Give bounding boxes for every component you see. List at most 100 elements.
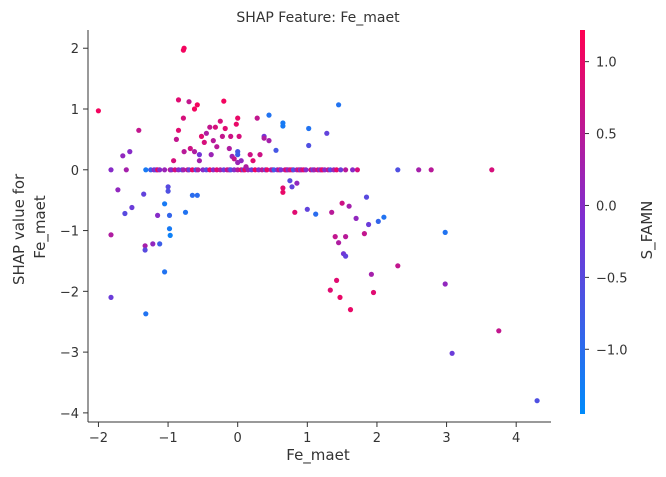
scatter-point-144 <box>306 142 312 149</box>
scatter-point-76 <box>219 133 225 139</box>
scatter-point-148 <box>313 211 319 217</box>
scatter-point-163 <box>336 102 342 108</box>
scatter-point-105 <box>254 115 260 121</box>
scatter-point-88 <box>233 121 239 127</box>
scatter-point-26 <box>162 167 168 173</box>
y-ticks: 2 1 0 −1 −2 −3 −4 <box>60 42 88 422</box>
scatter-point-4 <box>115 187 121 193</box>
scatter-point-25 <box>162 269 168 275</box>
scatter-point-72 <box>214 144 220 150</box>
y-tick-label: 2 <box>71 42 79 57</box>
colorbar-tick-label: −1.0 <box>596 343 628 358</box>
scatter-point-181 <box>370 289 377 296</box>
scatter-point-83 <box>228 133 234 139</box>
scatter-point-24 <box>162 201 168 207</box>
scatter-point-110 <box>261 135 267 141</box>
scatter-point-131 <box>289 184 295 190</box>
x-tick-label: 2 <box>373 431 381 446</box>
scatter-point-165 <box>337 294 343 300</box>
y-tick-label: −2 <box>60 285 79 300</box>
scatter-point-187 <box>428 167 434 173</box>
scatter-point-36 <box>173 136 179 142</box>
y-tick-label: 0 <box>71 164 79 179</box>
scatter-point-59 <box>196 152 202 158</box>
y-axis-label-line-1: SHAP value for <box>10 173 28 285</box>
scatter-point-29 <box>166 212 173 218</box>
x-tick-label: −1 <box>158 431 177 446</box>
scatter-point-177 <box>361 231 367 237</box>
scatter-point-166 <box>338 167 344 173</box>
scatter-point-77 <box>221 98 227 104</box>
scatter-point-95 <box>238 158 244 164</box>
scatter-point-5 <box>120 153 126 159</box>
scatter-point-13 <box>142 247 148 253</box>
y-tick-label: −1 <box>60 225 79 240</box>
scatter-point-178 <box>363 194 370 200</box>
scatter-point-48 <box>186 99 192 105</box>
scatter-point-1 <box>108 167 114 173</box>
scatter-point-9 <box>129 204 135 211</box>
scatter-point-125 <box>280 189 286 195</box>
colorbar-ticks: 1.0 0.5 0.0 −0.5 −1.0 <box>585 56 628 358</box>
scatter-point-118 <box>273 147 279 153</box>
scatter-point-184 <box>395 167 401 173</box>
scatter-point-141 <box>303 167 309 173</box>
scatter-point-43 <box>181 45 187 51</box>
scatter-point-44 <box>181 149 187 155</box>
scatter-point-190 <box>449 350 455 356</box>
y-axis-label-line-2: Fe_maet <box>31 195 50 259</box>
scatter-point-61 <box>198 133 205 139</box>
scatter-point-185 <box>395 263 401 269</box>
scatter-point-107 <box>257 152 263 158</box>
scatter-point-14 <box>143 311 149 317</box>
scatter-point-172 <box>346 203 352 209</box>
scatter-point-86 <box>231 156 237 162</box>
scatter-point-31 <box>167 232 173 238</box>
scatter-point-174 <box>350 167 356 173</box>
scatter-point-157 <box>327 287 333 293</box>
scatter-point-129 <box>287 178 293 184</box>
x-tick-label: 4 <box>512 431 520 446</box>
scatter-point-167 <box>339 200 345 206</box>
scatter-point-27 <box>165 184 171 190</box>
scatter-point-71 <box>212 124 218 130</box>
scatter-point-53 <box>191 149 198 155</box>
y-axis-label: SHAP value for Fe_maet <box>10 169 50 285</box>
scatter-point-6 <box>122 210 128 217</box>
scatter-point-8 <box>127 149 133 155</box>
scatter-point-173 <box>347 307 354 313</box>
scatter-point-15 <box>143 167 149 173</box>
scatter-point-22 <box>155 212 161 218</box>
scatter-point-169 <box>343 253 349 259</box>
scatter-point-134 <box>292 209 298 215</box>
scatter-point-175 <box>353 215 359 221</box>
x-tick-label: 0 <box>234 431 242 446</box>
scatter-point-188 <box>442 229 448 235</box>
scatter-point-23 <box>157 241 163 247</box>
scatter-point-124 <box>280 185 286 191</box>
x-tick-label: 3 <box>442 431 450 446</box>
scatter-point-183 <box>381 214 387 220</box>
colorbar-tick-label: −0.5 <box>596 271 628 286</box>
scatter-point-3 <box>108 294 114 300</box>
scatter-point-164 <box>336 240 342 246</box>
scatter-point-142 <box>304 206 310 212</box>
x-axis-label: Fe_maet <box>286 446 350 465</box>
scatter-point-154 <box>324 130 330 136</box>
scatter-point-57 <box>194 102 200 108</box>
scatter-point-58 <box>195 167 201 173</box>
scatter-point-123 <box>280 123 286 129</box>
scatter-point-38 <box>175 97 182 103</box>
scatter-point-54 <box>191 106 198 112</box>
y-tick-label: 1 <box>71 103 79 118</box>
scatter-point-79 <box>222 125 228 132</box>
scatter-point-21 <box>157 167 163 173</box>
scatter-point-192 <box>496 328 502 334</box>
scatter-point-176 <box>354 167 360 173</box>
scatter-point-56 <box>194 192 200 198</box>
y-tick-label: −4 <box>60 407 79 422</box>
scatter-point-63 <box>201 139 207 145</box>
colorbar-label: S_FAMN <box>638 201 657 260</box>
scatter-point-182 <box>375 218 381 224</box>
